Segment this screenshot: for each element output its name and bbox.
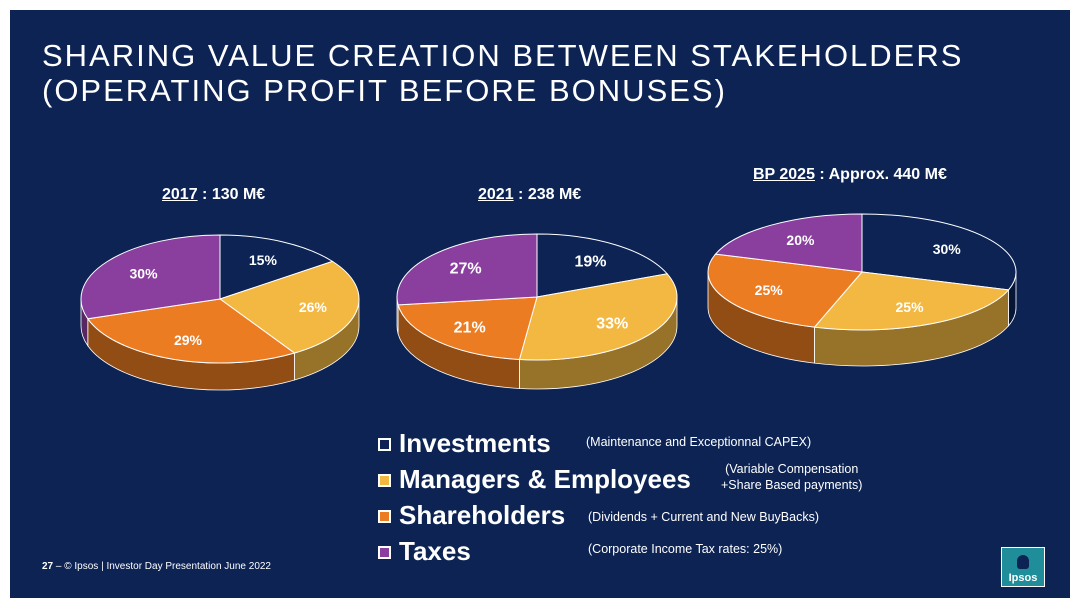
- pie-slice-investments-2017: [219, 234, 334, 300]
- pie-2021: 19% 33% 21% 27%: [396, 233, 678, 390]
- pie-label-taxes-2021: 27%: [450, 261, 482, 278]
- pie-title-bp2025: BP 2025 : Approx. 440 M€: [753, 166, 947, 184]
- pie-slice-taxes-2017: [80, 234, 221, 320]
- pie-label-managers-employees-bp2025: 25%: [896, 299, 925, 315]
- legend-note-shareholders: (Dividends + Current and New BuyBacks): [588, 510, 819, 524]
- pie-amount-2017: : 130 M€: [197, 186, 266, 203]
- title-line-1: SHARING VALUE CREATION BETWEEN STAKEHOLD…: [42, 38, 964, 73]
- pie-slice-investments-bp2025: [861, 213, 1017, 291]
- pie-slice-managers-employees-2021: [518, 273, 678, 361]
- pie-slice-taxes-2021: [396, 233, 538, 306]
- pie-year-2017: 2017: [162, 186, 198, 203]
- footer: 27 – © Ipsos | Investor Day Presentation…: [42, 561, 271, 572]
- pie-label-investments-bp2025: 30%: [933, 241, 962, 257]
- pie-year-bp2025: BP 2025: [753, 166, 815, 183]
- pie-slice-shareholders-2017: [86, 298, 296, 364]
- legend-note-line-1: (Variable Compensation: [725, 462, 859, 476]
- slide: SHARING VALUE CREATION BETWEEN STAKEHOLD…: [10, 10, 1070, 598]
- pie-label-taxes-2017: 30%: [130, 265, 159, 281]
- legend-swatch-managers-employees: [378, 474, 391, 487]
- pie-title-2017: 2017 : 130 M€: [162, 186, 265, 204]
- legend-swatch-taxes: [378, 546, 391, 559]
- pie-label-investments-2021: 19%: [574, 254, 606, 271]
- pie-label-investments-2017: 15%: [249, 252, 278, 268]
- pie-charts: 15% 26% 29% 30% 19% 33% 21% 27% 30% 25% 25% 20%: [80, 213, 1017, 391]
- legend-note-investments: (Maintenance and Exceptionnal CAPEX): [586, 435, 812, 449]
- pie-label-managers-employees-2017: 26%: [299, 299, 328, 315]
- ipsos-logo: Ipsos: [1001, 547, 1045, 587]
- legend-note-line-2: +Share Based payments): [721, 478, 863, 492]
- pie-label-managers-employees-2021: 33%: [596, 315, 628, 332]
- logo-mark-icon: [1017, 555, 1029, 569]
- legend-swatch-shareholders: [378, 510, 391, 523]
- legend-label-taxes: Taxes: [399, 536, 471, 566]
- pie-title-2021: 2021 : 238 M€: [478, 186, 581, 204]
- pie-amount-2021: : 238 M€: [513, 186, 582, 203]
- legend-label-shareholders: Shareholders: [399, 500, 566, 530]
- legend-label-investments: Investments: [399, 428, 551, 458]
- page-title: SHARING VALUE CREATION BETWEEN STAKEHOLD…: [42, 38, 963, 108]
- footer-text: © Ipsos | Investor Day Presentation June…: [64, 561, 271, 572]
- pie-slice-investments-2021: [536, 233, 669, 298]
- pie-slice-shareholders-2021: [397, 296, 538, 361]
- pie-slice-managers-employees-bp2025: [813, 271, 1010, 331]
- pie-amount-bp2025: : Approx. 440 M€: [814, 166, 947, 183]
- pie-slice-shareholders-bp2025: [707, 253, 863, 328]
- legend-label-managers-employees: Managers & Employees: [399, 464, 691, 494]
- pie-year-2021: 2021: [478, 186, 514, 203]
- pie-label-shareholders-bp2025: 25%: [755, 282, 784, 298]
- pie-slice-managers-employees-2017: [218, 260, 360, 354]
- legend: Investments (Maintenance and Exceptionna…: [378, 428, 878, 578]
- legend-note-taxes: (Corporate Income Tax rates: 25%): [588, 542, 783, 556]
- logo-text: Ipsos: [1008, 572, 1038, 584]
- pie-slice-taxes-bp2025: [714, 213, 863, 273]
- pie-label-shareholders-2021: 21%: [454, 319, 486, 336]
- pie-2017: 15% 26% 29% 30%: [80, 234, 360, 391]
- pie-label-taxes-bp2025: 20%: [786, 232, 815, 248]
- legend-note-managers-employees: (Variable Compensation +Share Based payme…: [721, 461, 862, 493]
- pie-label-shareholders-2017: 29%: [174, 332, 203, 348]
- footer-dash: –: [53, 561, 65, 572]
- legend-swatch-investments: [378, 438, 391, 451]
- page-number: 27: [42, 561, 54, 572]
- title-line-2: (OPERATING PROFIT BEFORE BONUSES): [42, 73, 727, 108]
- pie-bp2025: 30% 25% 25% 20%: [707, 213, 1017, 367]
